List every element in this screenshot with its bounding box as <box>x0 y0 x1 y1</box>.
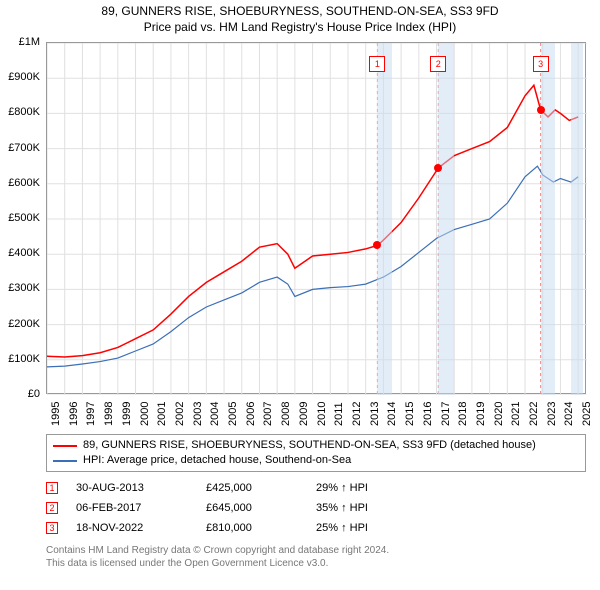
y-tick: £200K <box>0 318 40 330</box>
x-tick: 2011 <box>333 402 345 426</box>
x-tick: 2024 <box>563 402 575 426</box>
x-tick: 2013 <box>369 402 381 426</box>
x-tick: 2023 <box>546 402 558 426</box>
sale-badge: 1 <box>369 56 385 72</box>
title-line-1: 89, GUNNERS RISE, SHOEBURYNESS, SOUTHEND… <box>0 4 600 18</box>
y-tick: £600K <box>0 177 40 189</box>
x-tick: 2025 <box>581 402 593 426</box>
x-tick: 2000 <box>139 402 151 426</box>
x-tick: 2012 <box>351 402 363 426</box>
x-tick: 2014 <box>386 402 398 426</box>
x-tick: 2019 <box>475 402 487 426</box>
sale-marker <box>373 241 381 249</box>
sale-marker <box>434 164 442 172</box>
y-tick: £800K <box>0 106 40 118</box>
sales-table: 130-AUG-2013£425,00029% ↑ HPI206-FEB-201… <box>46 478 436 538</box>
y-tick: £400K <box>0 247 40 259</box>
x-tick: 2015 <box>404 402 416 426</box>
x-tick: 2008 <box>280 402 292 426</box>
x-tick: 1997 <box>85 402 97 426</box>
legend-item: 89, GUNNERS RISE, SHOEBURYNESS, SOUTHEND… <box>53 438 579 453</box>
y-tick: £1M <box>0 36 40 48</box>
y-tick: £500K <box>0 212 40 224</box>
x-tick: 2005 <box>227 402 239 426</box>
attribution: Contains HM Land Registry data © Crown c… <box>46 544 389 570</box>
x-tick: 2002 <box>174 402 186 426</box>
price-chart: 1 2 3 <box>46 42 586 394</box>
x-tick: 2003 <box>192 402 204 426</box>
x-tick: 1999 <box>121 402 133 426</box>
x-tick: 2020 <box>493 402 505 426</box>
legend-item: HPI: Average price, detached house, Sout… <box>53 453 579 468</box>
x-tick: 1996 <box>68 402 80 426</box>
sale-marker <box>537 106 545 114</box>
y-tick: £0 <box>0 388 40 400</box>
x-tick: 2001 <box>156 402 168 426</box>
y-tick: £900K <box>0 71 40 83</box>
x-tick: 2016 <box>422 402 434 426</box>
x-tick: 2007 <box>262 402 274 426</box>
x-tick: 2022 <box>528 402 540 426</box>
legend: 89, GUNNERS RISE, SHOEBURYNESS, SOUTHEND… <box>46 434 586 472</box>
attribution-line-2: This data is licensed under the Open Gov… <box>46 557 389 570</box>
sale-badge: 2 <box>430 56 446 72</box>
sale-row: 130-AUG-2013£425,00029% ↑ HPI <box>46 478 436 498</box>
x-tick: 2009 <box>298 402 310 426</box>
x-tick: 2006 <box>245 402 257 426</box>
x-tick: 2018 <box>457 402 469 426</box>
x-tick: 1995 <box>50 402 62 426</box>
y-tick: £100K <box>0 353 40 365</box>
y-tick: £300K <box>0 282 40 294</box>
sale-row: 318-NOV-2022£810,00025% ↑ HPI <box>46 518 436 538</box>
attribution-line-1: Contains HM Land Registry data © Crown c… <box>46 544 389 557</box>
x-tick: 2021 <box>510 402 522 426</box>
sale-row: 206-FEB-2017£645,00035% ↑ HPI <box>46 498 436 518</box>
x-tick: 1998 <box>103 402 115 426</box>
x-tick: 2010 <box>316 402 328 426</box>
title-line-2: Price paid vs. HM Land Registry's House … <box>0 20 600 34</box>
sale-badge: 3 <box>533 56 549 72</box>
x-tick: 2004 <box>209 402 221 426</box>
y-tick: £700K <box>0 142 40 154</box>
x-tick: 2017 <box>440 402 452 426</box>
